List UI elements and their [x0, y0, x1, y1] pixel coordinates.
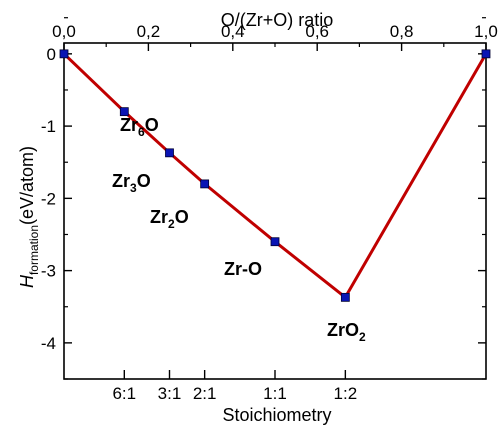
bottom-axis-title: Stoichiometry	[222, 405, 331, 425]
y-tick-label: -3	[41, 262, 56, 281]
y-tick-label: -1	[41, 117, 56, 136]
top-tick-label: 0,0	[52, 22, 76, 41]
compound-label: ZrO2	[327, 320, 366, 344]
compound-label: Zr-O	[224, 259, 262, 279]
y-axis-title-subscript: formation	[27, 225, 41, 275]
compound-label: Zr3O	[112, 171, 151, 195]
top-tick-label: 0,8	[390, 22, 414, 41]
bottom-tick-label: 1:1	[263, 384, 287, 403]
top-axis-title: O/(Zr+O) ratio	[221, 10, 334, 30]
data-point	[59, 49, 69, 59]
y-tick-label: -4	[41, 334, 56, 353]
data-point	[270, 237, 280, 247]
data-point	[165, 148, 174, 158]
bottom-tick-label: 2:1	[193, 384, 217, 403]
y-axis-title-unit: (eV/atom)	[17, 146, 37, 225]
top-tick-label: 0,4	[221, 22, 245, 41]
compound-label: Zr2O	[150, 207, 189, 231]
data-point	[340, 292, 350, 302]
data-point	[481, 49, 491, 59]
plot-frame	[63, 42, 487, 380]
top-tick-label: 0,6	[305, 22, 329, 41]
y-axis-title-symbol: H	[17, 274, 37, 288]
compound-label: Zr6O	[120, 115, 159, 139]
data-point	[200, 179, 210, 189]
bottom-tick-label: 3:1	[158, 384, 182, 403]
top-tick-label: 1,0	[474, 22, 498, 41]
bottom-tick-label: 1:2	[334, 384, 358, 403]
y-tick-label: 0	[47, 45, 56, 64]
bottom-tick-label: 6:1	[112, 384, 136, 403]
y-tick-label: -2	[41, 189, 56, 208]
data-point	[119, 107, 129, 117]
y-axis-title: Hformation(eV/atom)	[17, 146, 41, 288]
top-tick-label: 0,2	[137, 22, 161, 41]
